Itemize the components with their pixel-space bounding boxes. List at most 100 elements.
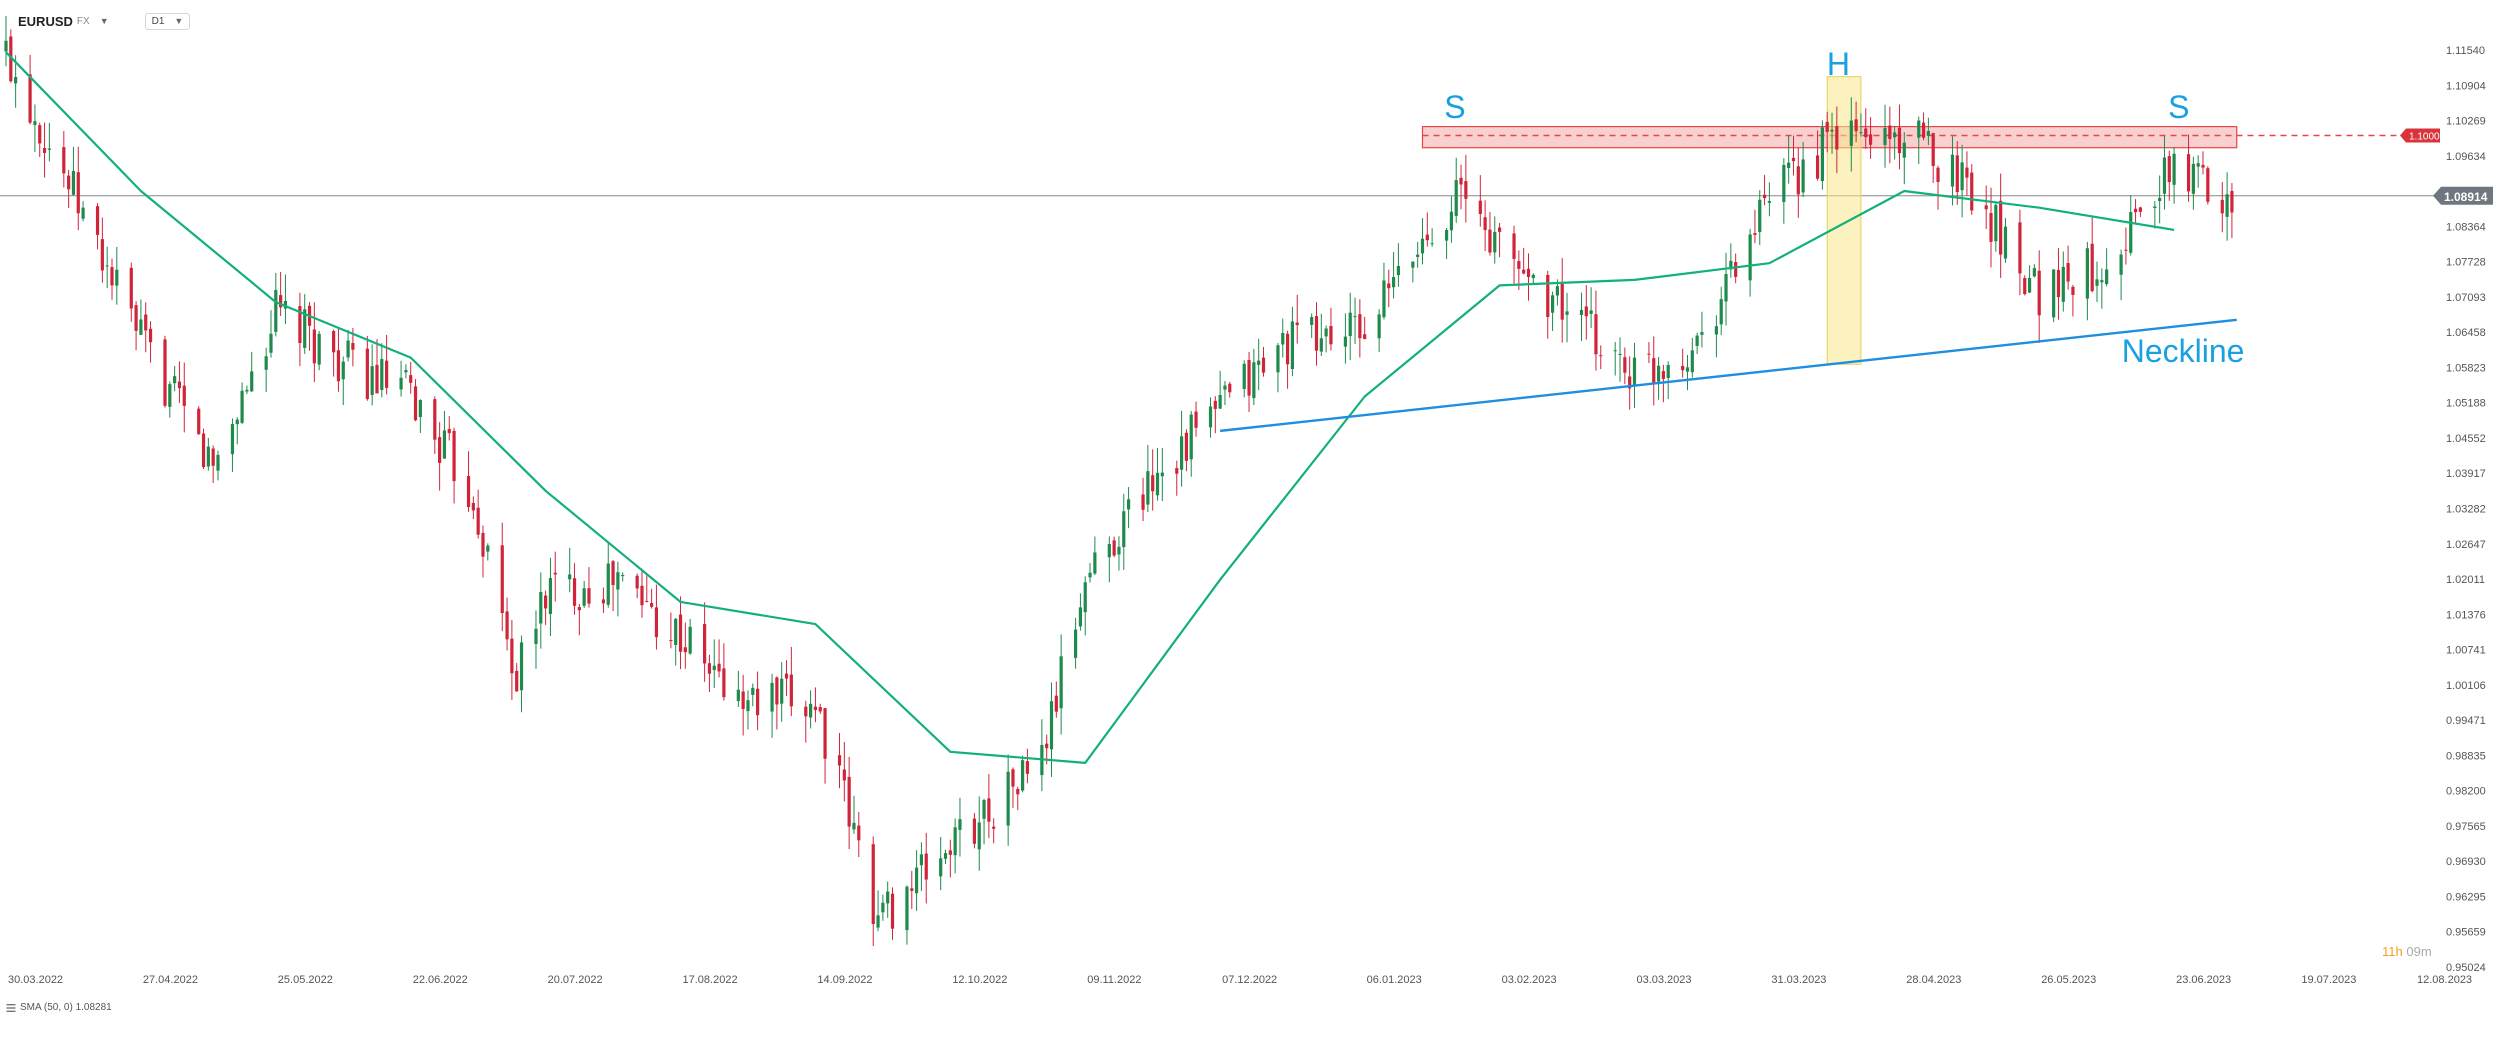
candle-body <box>168 384 172 407</box>
candle-body <box>1565 311 1569 315</box>
candle-body <box>1917 120 1921 138</box>
candle-body <box>95 206 100 235</box>
countdown-minutes: 09m <box>2406 944 2432 959</box>
candle-body <box>2153 206 2157 209</box>
candle-body <box>553 572 557 575</box>
candle-body <box>476 507 480 535</box>
candle-body <box>992 826 996 829</box>
candle-body <box>621 575 625 577</box>
candle-body <box>332 331 336 353</box>
candle-body <box>2167 156 2171 183</box>
candle-body <box>1194 411 1198 428</box>
x-tick-label: 25.05.2022 <box>278 974 333 986</box>
candle-body <box>1729 260 1733 270</box>
candle-body <box>2105 269 2109 285</box>
y-tick-label: 1.10904 <box>2446 80 2486 92</box>
candle-body <box>587 588 591 604</box>
candle-body <box>1117 546 1121 555</box>
candle-body <box>1902 142 1906 158</box>
x-tick-label: 31.03.2023 <box>1771 974 1826 986</box>
candle-body <box>240 390 244 423</box>
candle-body <box>1830 129 1834 132</box>
candle-body <box>1295 322 1299 326</box>
candle-body <box>1175 468 1179 474</box>
candle-body <box>105 265 109 267</box>
candle-body <box>100 239 104 271</box>
candle-body <box>1989 213 1993 242</box>
annotation-zones <box>1421 76 2440 365</box>
candle-body <box>1324 328 1328 337</box>
candle-body <box>216 454 220 471</box>
candle-body <box>1999 200 2003 255</box>
candle-body <box>519 642 524 691</box>
indicator-settings-icon[interactable] <box>6 1003 16 1013</box>
candle-body <box>813 706 818 710</box>
candle-body <box>47 148 51 150</box>
candle-body <box>317 333 321 365</box>
candle-body <box>746 700 750 712</box>
candle-body <box>2158 197 2162 202</box>
candle-body <box>1849 120 1853 146</box>
symbol-dropdown-icon[interactable]: ▼ <box>99 16 109 26</box>
candle-body <box>1208 406 1213 428</box>
candle-body <box>1358 314 1362 339</box>
y-tick-label: 1.03917 <box>2446 468 2486 480</box>
candle-body <box>1054 695 1058 712</box>
candle-body <box>1228 383 1232 393</box>
candle-body <box>1753 233 1757 235</box>
candle-body <box>1787 162 1791 168</box>
candle-body <box>1647 353 1651 355</box>
y-tick-label: 0.95024 <box>2446 962 2486 974</box>
candle-body <box>250 371 254 392</box>
timeframe-select[interactable]: D1 ▼ <box>144 12 191 30</box>
y-tick-label: 1.08364 <box>2446 221 2486 233</box>
candle-body <box>2196 163 2200 167</box>
candle-body <box>886 891 890 904</box>
candle-body <box>515 670 519 692</box>
candle-body <box>303 309 307 348</box>
candle-body <box>948 850 952 855</box>
candle-body <box>2225 194 2229 217</box>
sma-layer <box>5 51 2175 765</box>
candle-body <box>1724 274 1728 302</box>
candle-body <box>1478 200 1482 215</box>
candle-body <box>1517 261 1521 269</box>
candle-body <box>1584 306 1588 317</box>
candle-body <box>606 563 610 605</box>
candle-body <box>905 886 909 931</box>
candle-body <box>1613 350 1617 352</box>
candle-body <box>707 663 712 674</box>
candle-body <box>279 295 283 308</box>
candle-body <box>678 614 683 652</box>
y-tick-label: 0.96930 <box>2446 856 2486 868</box>
candle-body <box>380 359 384 390</box>
candle-body <box>1893 132 1897 138</box>
candle-body <box>1073 629 1078 658</box>
candle-body <box>890 893 895 929</box>
candle-body <box>404 369 408 373</box>
candle-body <box>1252 362 1256 399</box>
candle-body <box>1555 286 1559 296</box>
indicator-legend[interactable]: SMA (50, 0) 1.08281 <box>6 1002 112 1013</box>
x-tick-label: 07.12.2022 <box>1222 974 1277 986</box>
candle-body <box>1454 180 1458 216</box>
candle-body <box>1179 436 1184 470</box>
candle-body <box>1122 511 1126 548</box>
time-axis[interactable]: 30.03.2022 27.04.2022 25.05.2022 22.06.2022… <box>8 974 2472 986</box>
candle-body <box>717 663 721 672</box>
candle-body <box>442 430 447 459</box>
candle-body <box>987 798 991 822</box>
timeframe-value: D1 <box>151 15 165 27</box>
candle-body <box>2100 280 2104 283</box>
candle-body <box>852 822 856 830</box>
candle-body <box>33 121 37 125</box>
candle-body <box>197 408 201 435</box>
candle-body <box>943 853 948 859</box>
candle-body <box>703 624 707 664</box>
candle-body <box>582 588 586 606</box>
x-tick-label: 09.11.2022 <box>1087 974 1141 986</box>
price-axis[interactable]: 1.115401.109041.102691.096341.089991.083… <box>2400 45 2493 974</box>
symbol-label[interactable]: EURUSD <box>18 13 73 29</box>
candle-body <box>1801 159 1805 193</box>
